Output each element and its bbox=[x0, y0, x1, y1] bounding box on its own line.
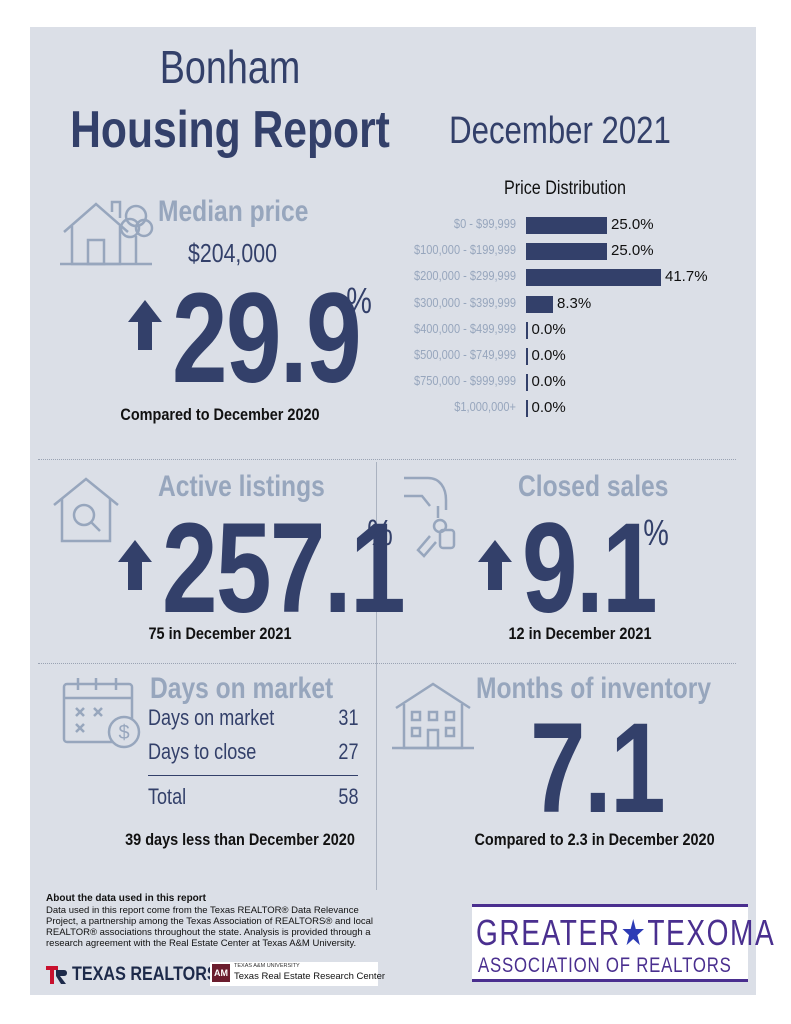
bar-category-label: $1,000,000+ bbox=[454, 399, 516, 415]
bar-value-label: 0.0% bbox=[531, 399, 566, 417]
house-tree-icon bbox=[60, 196, 155, 273]
texas-realtors-logo: TEXAS REALTORS bbox=[46, 962, 218, 988]
hand-keys-icon bbox=[400, 470, 472, 567]
price-distribution-chart: $0 - $99,999 25.0% $100,000 - $199,999 25.0… bbox=[316, 216, 736, 426]
days-row-value: 31 bbox=[337, 705, 358, 730]
days-on-market-label: Days on market bbox=[150, 672, 334, 705]
report-month: December 2021 bbox=[449, 110, 671, 152]
bar-value-label: 0.0% bbox=[531, 347, 566, 364]
bar bbox=[526, 374, 528, 392]
days-row-label: Days on market bbox=[148, 705, 275, 730]
bar-category-label: $300,000 - $399,999 bbox=[414, 294, 516, 310]
median-pct-sign: % bbox=[346, 280, 372, 321]
days-sub: 39 days less than December 2020 bbox=[125, 830, 355, 849]
active-sub: 75 in December 2021 bbox=[148, 624, 292, 643]
bar-category-label: $200,000 - $299,999 bbox=[414, 268, 516, 284]
days-row-value: 27 bbox=[337, 739, 358, 764]
about-text: Data used in this report come from the T… bbox=[46, 905, 374, 949]
divider-vertical bbox=[376, 462, 377, 890]
gt-texoma: TEXOMA bbox=[647, 912, 776, 953]
bar-value-label: 25.0% bbox=[611, 242, 654, 260]
price-distribution-title: Price Distribution bbox=[503, 178, 627, 199]
gt-line1: GREATER★TEXOMA bbox=[476, 912, 775, 954]
median-price-value: $204,000 bbox=[188, 238, 277, 268]
bar-value-label: 0.0% bbox=[531, 373, 566, 391]
days-total-rule bbox=[148, 775, 358, 776]
days-total-value: 58 bbox=[337, 784, 358, 809]
bar bbox=[526, 269, 661, 287]
inventory-sub: Compared to 2.3 in December 2020 bbox=[474, 830, 715, 849]
tamu-small-text: TEXAS A&M UNIVERSITY bbox=[234, 963, 300, 969]
texas-realtors-text: TEXAS REALTORS bbox=[72, 964, 218, 985]
up-arrow-icon bbox=[118, 540, 152, 595]
bar bbox=[526, 217, 607, 234]
apartment-building-icon bbox=[390, 678, 476, 757]
logo-bottom-rule bbox=[472, 979, 748, 982]
bar-category-label: $400,000 - $499,999 bbox=[414, 320, 516, 336]
bar-category-label: $750,000 - $999,999 bbox=[414, 373, 516, 389]
days-table: Days on market 31 Days to close 27 Total… bbox=[148, 705, 358, 818]
tamu-center-text: Texas Real Estate Research Center bbox=[234, 971, 386, 982]
bar bbox=[526, 243, 607, 261]
up-arrow-icon bbox=[478, 540, 512, 595]
median-price-label: Median price bbox=[158, 195, 309, 228]
house-search-icon bbox=[50, 475, 122, 550]
active-change: 257.1 bbox=[162, 497, 406, 640]
bar-value-label: 8.3% bbox=[557, 294, 592, 312]
inventory-value: 7.1 bbox=[530, 697, 666, 840]
up-arrow-icon bbox=[128, 300, 162, 355]
tr-mark-icon bbox=[46, 966, 67, 984]
report-panel bbox=[30, 27, 756, 995]
months-inventory-label: Months of inventory bbox=[476, 672, 712, 705]
tamu-logo: AM TEXAS A&M UNIVERSITY Texas Real Estat… bbox=[210, 962, 385, 986]
bar-value-label: 41.7% bbox=[665, 268, 708, 286]
bar-category-label: $500,000 - $749,999 bbox=[414, 347, 516, 362]
about-title: About the data used in this report bbox=[46, 893, 207, 904]
svg-text:$: $ bbox=[118, 722, 129, 744]
closed-sales-label: Closed sales bbox=[518, 470, 669, 503]
logo-top-rule bbox=[472, 904, 748, 907]
tamu-mark-icon: AM bbox=[212, 964, 230, 982]
bar bbox=[526, 400, 528, 418]
days-row: Days to close 27 bbox=[148, 739, 358, 773]
calendar-dollar-icon: $ bbox=[60, 676, 146, 757]
closed-sub: 12 in December 2021 bbox=[508, 624, 652, 643]
bar bbox=[526, 295, 553, 313]
bar-value-label: 0.0% bbox=[531, 320, 566, 338]
median-change: 29.9 bbox=[172, 267, 362, 410]
bar-category-label: $100,000 - $199,999 bbox=[414, 242, 516, 258]
closed-pct-sign: % bbox=[643, 512, 669, 553]
days-total-row: Total 58 bbox=[148, 784, 358, 818]
gt-line2: ASSOCIATION OF REALTORS bbox=[478, 954, 732, 977]
median-compare: Compared to December 2020 bbox=[120, 405, 320, 424]
bar-value-label: 25.0% bbox=[611, 216, 654, 233]
city-name: Bonham bbox=[159, 41, 301, 93]
days-row: Days on market 31 bbox=[148, 705, 358, 739]
closed-change: 9.1 bbox=[522, 497, 658, 640]
bar bbox=[526, 348, 528, 365]
bar bbox=[526, 321, 528, 339]
gt-greater: GREATER bbox=[476, 912, 621, 953]
star-icon: ★ bbox=[620, 912, 648, 953]
divider-top bbox=[38, 459, 736, 460]
active-listings-label: Active listings bbox=[158, 470, 325, 503]
active-pct-sign: % bbox=[367, 512, 393, 553]
divider-middle bbox=[38, 663, 736, 664]
days-row-label: Days to close bbox=[148, 739, 257, 764]
report-title: Housing Report bbox=[70, 101, 390, 159]
days-total-label: Total bbox=[148, 784, 187, 809]
greater-texoma-logo: GREATER★TEXOMA ASSOCIATION OF REALTORS bbox=[472, 904, 774, 982]
bar-category-label: $0 - $99,999 bbox=[453, 216, 516, 231]
